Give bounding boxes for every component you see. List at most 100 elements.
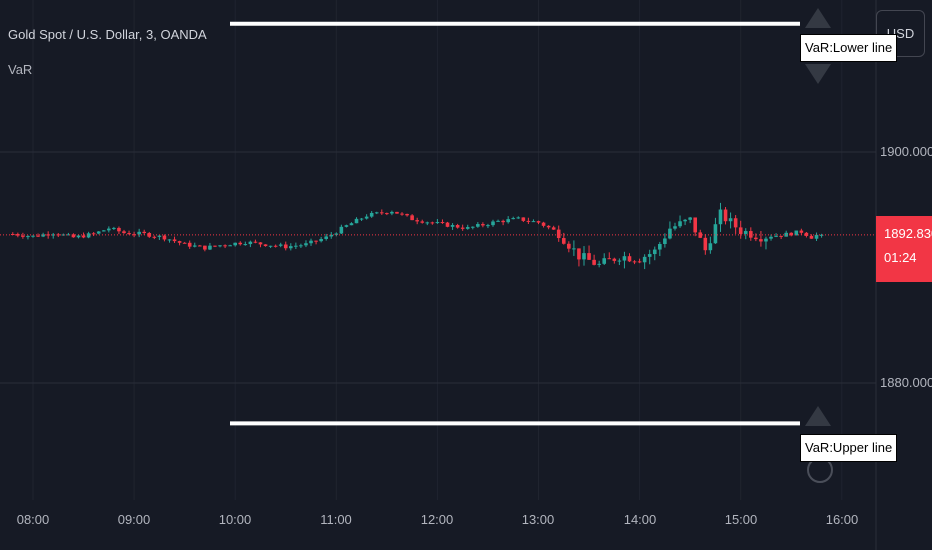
candle-up [374,212,379,214]
candle-down [455,225,460,228]
var-upper-line-label[interactable]: VaR:Upper line [800,434,898,462]
candle-down [536,221,541,223]
candle-down [521,217,526,221]
candle-down [162,235,167,240]
candle-up [96,231,101,234]
candle-up [794,230,799,236]
candle-up [243,244,248,246]
candle-up [713,224,718,244]
candle-up [572,248,576,250]
candle-down [612,258,617,261]
candle-up [769,236,773,239]
candle-down [142,231,147,234]
candle-up [678,221,682,227]
last-price-value: 1892.830 [884,226,932,241]
candle-up [359,218,364,220]
candle-up [349,223,354,226]
candle-down [81,235,86,238]
time-label: 16:00 [825,512,859,527]
scroll-up-arrow-icon [805,8,831,28]
candle-down [789,232,794,236]
candle-up [51,234,56,236]
candle-down [546,225,551,228]
candle-down [460,227,465,229]
candle-up [233,242,237,246]
time-label: 13:00 [521,512,555,527]
candle-up [278,244,283,246]
candle-up [668,228,672,239]
candle-up [435,222,440,224]
indicator-legend[interactable]: VaR [8,62,33,77]
candle-down [577,248,581,260]
candle-up [167,239,172,241]
candle-down [223,245,227,247]
candle-down [637,261,642,263]
candle-down [198,245,202,247]
candle-down [759,239,763,242]
candle-down [415,220,419,222]
candle-up [728,218,733,222]
time-label: 11:00 [320,512,352,527]
candle-up [465,227,470,229]
candle-down [117,227,121,232]
scroll-down-arrow-icon [805,64,831,84]
candle-down [132,234,136,236]
scroll-up-arrow-icon [805,406,831,426]
var-lower-line-label[interactable]: VaR:Lower line [800,34,898,62]
candle-down [395,211,399,214]
candle-down [779,235,783,237]
candle-down [420,221,425,223]
candle-down [809,235,814,239]
symbol-legend[interactable]: Gold Spot / U.S. Dollar, 3, OANDA [8,27,207,42]
candle-down [526,220,531,222]
candle-up [647,254,652,257]
candle-down [203,245,207,250]
time-label: 09:00 [117,512,151,527]
candle-up [602,258,607,264]
candle-down [556,229,561,239]
candle-down [152,236,157,238]
candle-down [177,241,182,243]
candle-up [597,263,601,265]
candle-down [258,242,263,245]
candle-down [501,220,505,223]
candle-down [430,222,435,224]
candle-up [304,243,308,246]
candle-down [723,209,728,222]
candle-up [344,225,349,227]
candle-down [36,235,40,237]
price-label-1880: 1880.000 [880,375,932,390]
candle-up [26,236,30,238]
candle-down [607,258,612,260]
candle-up [774,235,778,237]
candle-down [410,215,414,221]
candle-up [663,238,667,244]
candle-up [157,235,162,237]
candle-up [334,233,339,235]
candle-up [354,218,359,224]
candle-down [400,213,404,215]
candle-down [122,231,126,234]
candle-down [405,213,409,216]
candle-up [268,245,273,247]
candle-up [309,240,313,244]
candle-up [107,228,111,231]
candle-up [814,234,819,239]
candle-up [31,235,35,237]
candle-down [385,213,389,215]
candle-up [476,224,480,227]
time-label: 15:00 [724,512,758,527]
candle-down [592,259,596,265]
candle-down [541,222,546,226]
candle-up [101,230,106,232]
candle-down [213,245,217,247]
candle-down [263,244,268,247]
candle-up [218,245,222,247]
candle-up [425,222,430,224]
candle-down [733,218,738,228]
var-lines[interactable] [230,21,800,426]
candle-down [314,240,318,242]
candle-up [506,219,510,223]
